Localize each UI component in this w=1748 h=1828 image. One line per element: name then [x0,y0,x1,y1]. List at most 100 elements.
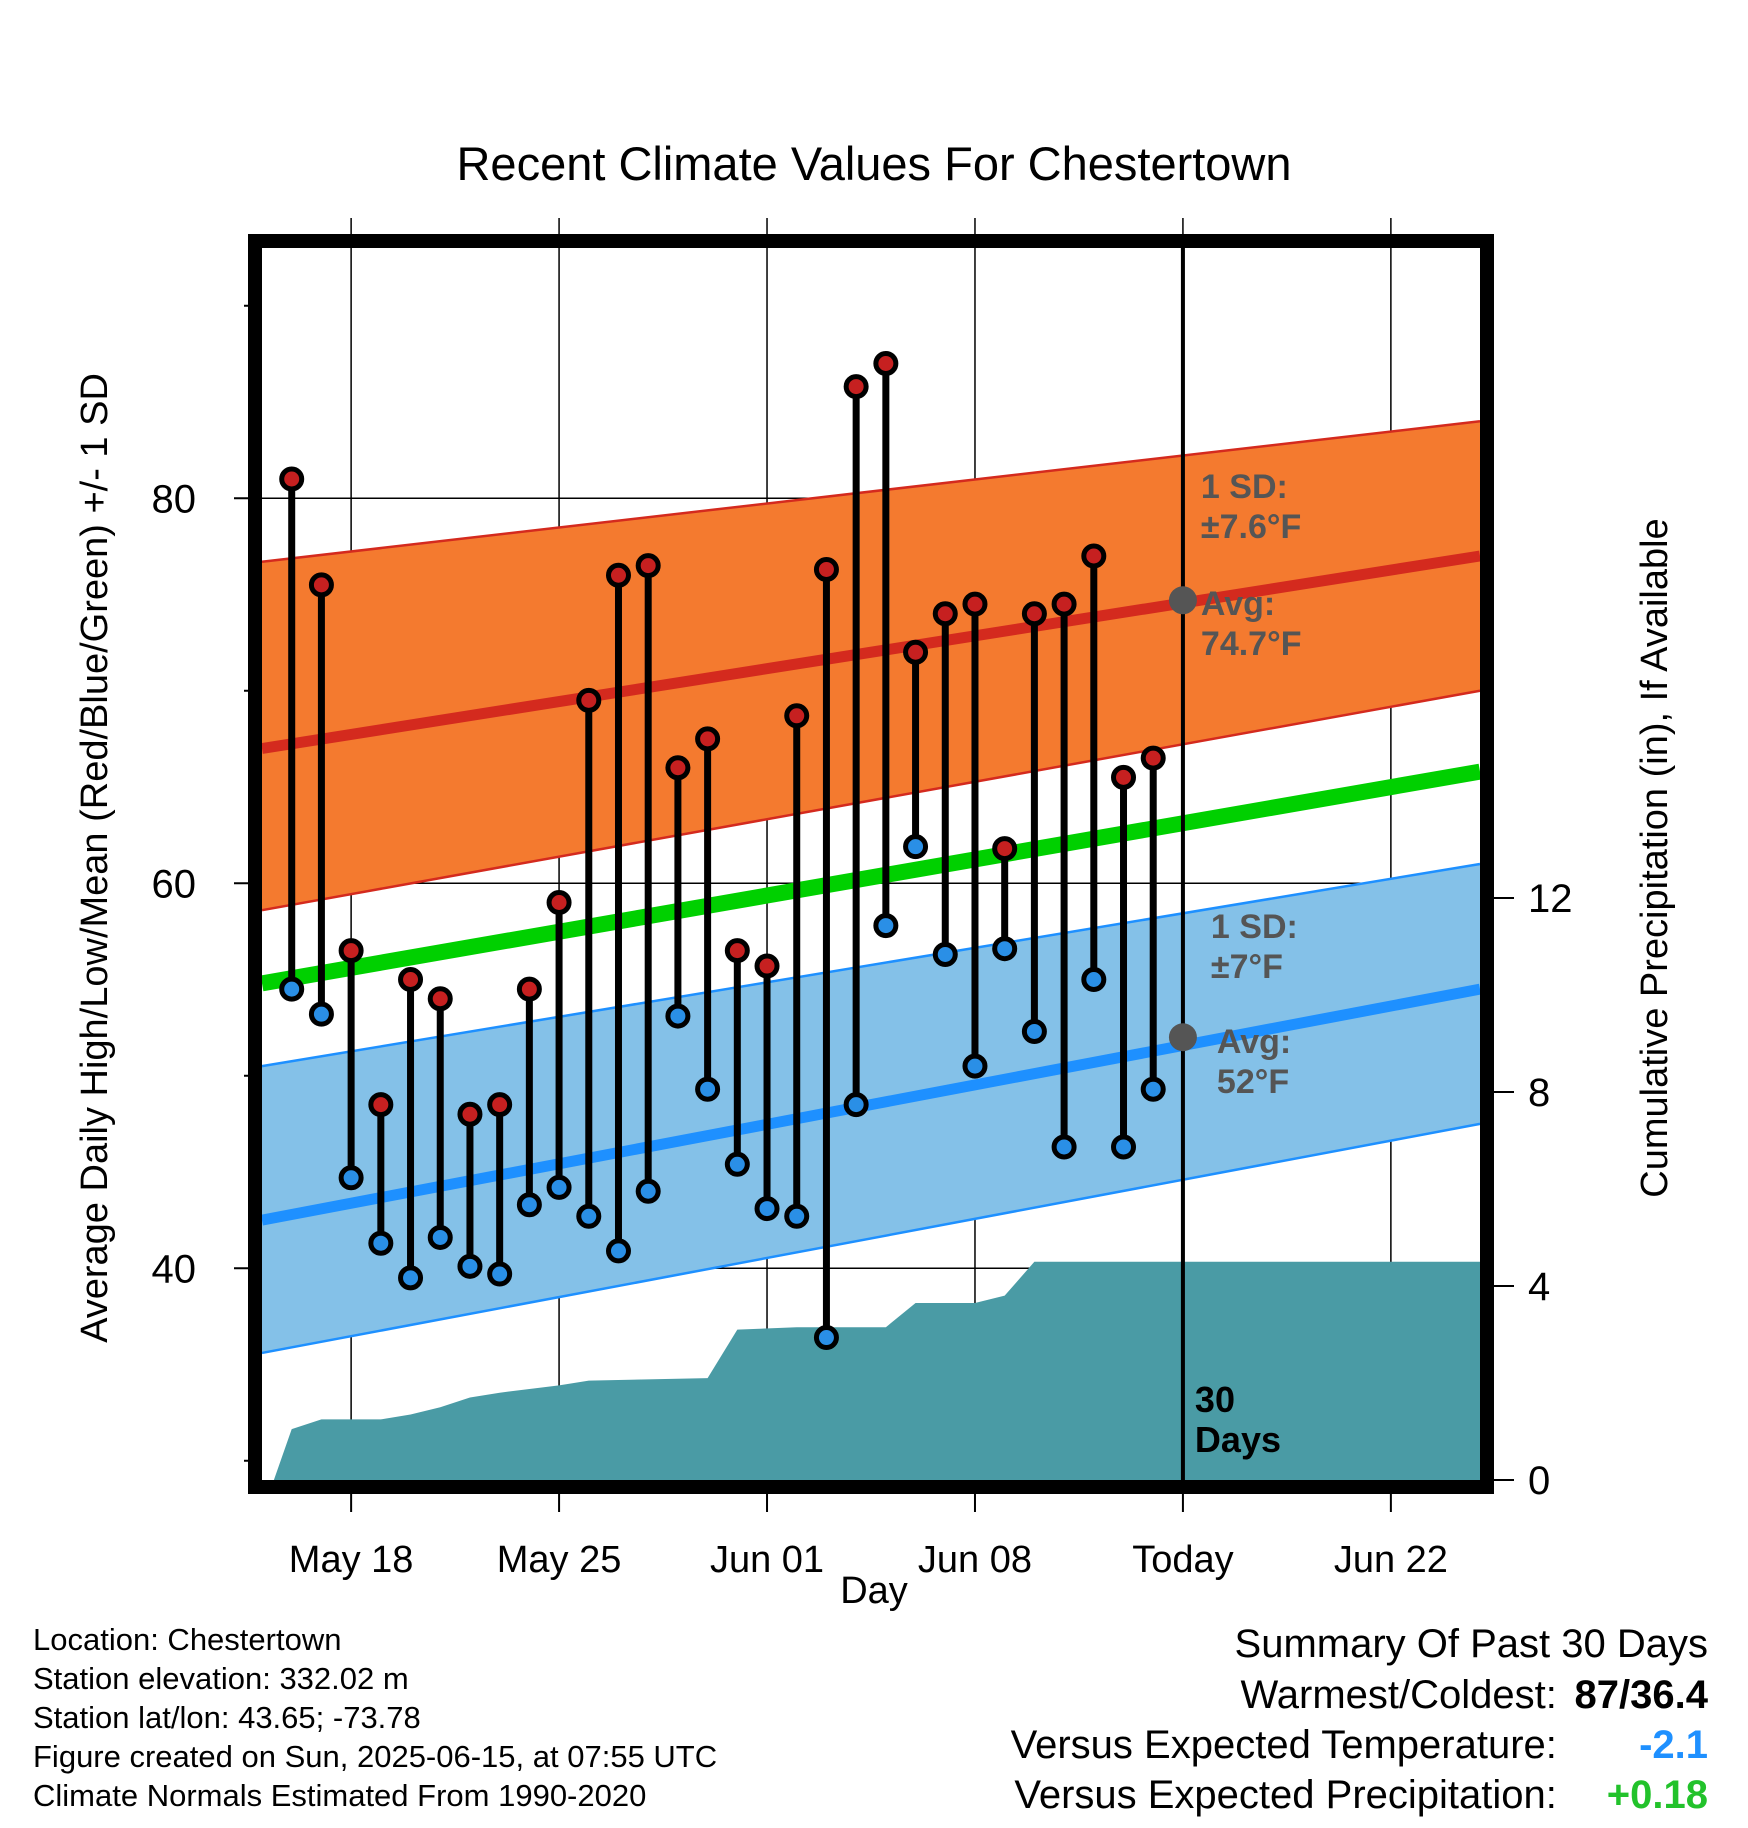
low-avg-value: 52°F [1217,1063,1289,1101]
created-text: Figure created on Sun, 2025-06-15, at 07… [33,1739,718,1774]
daily-low-point [457,1253,483,1279]
daily-high-point [813,556,839,582]
days-count-number: 30 [1195,1379,1235,1420]
daily-high-point [516,976,542,1002]
daily-high-point [843,374,869,400]
high-sd-band-lower-edge [261,689,1481,912]
daily-low-point [516,1192,542,1218]
daily-high-point [338,938,364,964]
daily-high-point [932,601,958,627]
daily-high-point [546,890,572,915]
daily-high-point [695,726,721,752]
daily-high-point [1140,745,1166,771]
warm-cold-label: Warmest/Coldest: [1240,1673,1557,1717]
x-tick-label: Jun 01 [710,1539,824,1581]
daily-low-point [308,1001,334,1027]
plot-frame [248,234,1494,1494]
daily-high-point [665,755,691,781]
warm-cold-row: Warmest/Coldest: 87/36.4 [1011,1670,1709,1720]
x-tick-label: May 18 [289,1539,414,1581]
x-tick-label: Jun 22 [1334,1539,1448,1581]
today-low-avg-marker [1168,1023,1197,1052]
daily-high-point [635,553,661,579]
daily-high-point [605,562,631,588]
y2-tick-label: 0 [1528,1459,1550,1503]
daily-high-point [487,1092,513,1118]
daily-low-point [754,1196,780,1222]
daily-low-point [1021,1018,1047,1044]
daily-high-point [368,1092,394,1118]
summary-heading: Summary Of Past 30 Days [1234,1622,1708,1666]
daily-low-point [427,1224,453,1250]
daily-high-point [903,639,929,665]
daily-high-point [1081,543,1107,569]
daily-low-point [487,1261,513,1287]
daily-low-point [843,1092,869,1118]
daily-high-point [576,687,602,713]
x-tick-label: Today [1132,1539,1233,1581]
station-info: Location: Chestertown Station elevation:… [33,1620,717,1815]
y2-axis-label: Cumulative Precipitation (in), If Availa… [1634,518,1676,1197]
daily-low-point [1111,1134,1137,1160]
x-tick-label: Jun 08 [918,1539,1032,1581]
y2-tick-label: 12 [1528,877,1573,921]
temp-label: Versus Expected Temperature: [1010,1723,1557,1767]
precip-value: +0.18 [1606,1773,1708,1817]
daily-high-point [724,938,750,964]
chart-title: Recent Climate Values For Chestertown [456,137,1291,190]
latlon-text: Station lat/lon: 43.65; -73.78 [33,1700,421,1735]
daily-low-point [665,1003,691,1029]
precip-label: Versus Expected Precipitation: [1014,1773,1557,1817]
daily-low-point [992,936,1018,962]
days-count-label: Days [1195,1419,1281,1460]
daily-low-point [932,941,958,967]
daily-high-point [1021,601,1047,627]
high-sd-band [262,421,1480,911]
daily-low-point [338,1165,364,1191]
high-avg-label: Avg: [1201,585,1275,623]
daily-high-point [279,466,305,492]
y-axis-label: Average Daily High/Low/Mean (Red/Blue/Gr… [74,373,116,1343]
mean-normal-line [260,763,1482,992]
precip-area [273,1261,1480,1480]
daily-high-point [962,591,988,617]
low-avg-label: Avg: [1217,1023,1291,1061]
daily-high-point [873,351,899,376]
daily-low-point [695,1076,721,1102]
daily-low-point [605,1238,631,1264]
y-tick-label: 80 [152,477,197,521]
x-axis-label: Day [840,1570,908,1612]
high-sd-band-upper-edge [261,420,1481,564]
summary-panel: Summary Of Past 30 Days Warmest/Coldest:… [1011,1618,1708,1820]
y-tick-label: 40 [152,1247,197,1291]
daily-high-point [457,1101,483,1127]
y-tick-label: 60 [152,862,197,906]
low-sd-label: 1 SD: [1211,908,1298,946]
daily-low-point [368,1230,394,1256]
daily-high-point [1051,591,1077,617]
x-tick-label: May 25 [497,1539,622,1581]
daily-low-point [962,1053,988,1079]
high-sd-label: 1 SD: [1201,468,1288,506]
daily-high-point [308,572,334,598]
daily-low-point [1140,1076,1166,1102]
low-sd-band-lower-edge [261,1122,1481,1355]
daily-high-point [992,836,1018,862]
location-text: Location: Chestertown [33,1622,342,1657]
high-avg-value: 74.7°F [1201,625,1302,663]
daily-low-point [279,976,305,1002]
normals-text: Climate Normals Estimated From 1990-2020 [33,1778,647,1813]
daily-high-point [1111,764,1137,790]
daily-high-point [754,953,780,979]
high-normal-line [261,550,1481,754]
daily-low-point [813,1325,839,1351]
daily-low-point [1051,1134,1077,1160]
daily-high-point [427,986,453,1012]
y2-tick-label: 8 [1528,1071,1550,1115]
daily-low-point [873,913,899,939]
temp-row: Versus Expected Temperature: -2.1 [1011,1720,1708,1770]
elevation-text: Station elevation: 332.02 m [33,1661,409,1696]
today-high-avg-marker [1168,586,1197,615]
daily-low-point [724,1151,750,1177]
